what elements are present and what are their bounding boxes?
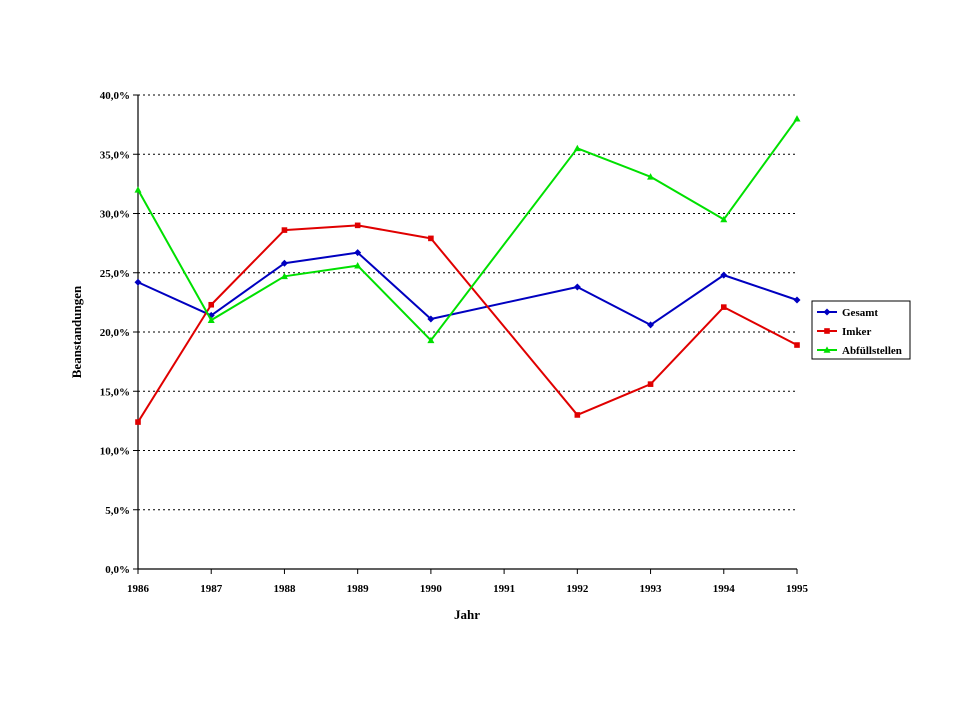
data-point-imker [135, 419, 141, 425]
data-point-abf-llstellen [793, 115, 801, 122]
data-point-imker [208, 301, 215, 308]
data-point-abf-llstellen [573, 144, 581, 152]
data-point-gesamt [280, 259, 288, 267]
y-axis-title: Beanstandungen [69, 285, 84, 378]
data-point-abf-llstellen [207, 316, 215, 323]
legend-marker-imker [824, 328, 830, 334]
x-axis-title: Jahr [454, 607, 480, 622]
series-line-imker [137, 224, 798, 423]
series-line-abf-llstellen [137, 118, 798, 342]
y-tick-label: 40,0% [100, 90, 130, 102]
data-point-gesamt [793, 296, 801, 304]
y-tick-label: 0,0% [105, 564, 130, 576]
y-tick-label: 5,0% [105, 505, 130, 517]
data-point-gesamt [427, 315, 435, 323]
data-point-imker [428, 235, 434, 242]
data-point-abf-llstellen [280, 272, 288, 280]
data-point-gesamt [573, 283, 581, 291]
data-point-gesamt [720, 271, 728, 279]
series-lines [134, 115, 801, 425]
legend: Gesamt Imker Abfüllstellen [811, 300, 911, 360]
data-point-imker [647, 381, 654, 387]
x-tick-label: 1995 [786, 583, 809, 595]
gridlines [138, 94, 797, 511]
data-point-abf-llstellen [354, 262, 362, 269]
data-point-imker [794, 342, 800, 348]
y-tick-label: 30,0% [100, 209, 130, 221]
axes [133, 94, 798, 574]
x-tick-label: 1993 [640, 583, 663, 595]
y-tick-label: 20,0% [100, 327, 130, 339]
data-point-abf-llstellen [647, 173, 655, 180]
x-tick-label: 1994 [713, 583, 736, 595]
x-tick-label: 1990 [420, 583, 443, 595]
legend-marker-abf-llstellen [823, 346, 831, 353]
x-tick-label: 1987 [200, 583, 223, 595]
legend-label-abf-llstellen: Abfüllstellen [842, 345, 902, 357]
series-line-gesamt [137, 251, 798, 326]
y-tick-label: 35,0% [100, 149, 130, 161]
y-tick-label: 25,0% [100, 268, 130, 280]
legend-marker-gesamt [823, 308, 831, 316]
x-tick-label: 1991 [493, 583, 515, 595]
legend-label-imker: Imker [842, 326, 871, 338]
data-point-imker [281, 227, 288, 233]
legend-label-gesamt: Gesamt [842, 307, 878, 319]
data-point-imker [574, 412, 581, 418]
x-tick-label: 1986 [127, 583, 150, 595]
x-tick-label: 1988 [273, 583, 296, 595]
data-point-gesamt [354, 249, 362, 257]
data-point-gesamt [134, 278, 142, 286]
data-point-imker [720, 304, 727, 310]
x-tick-label: 1989 [347, 583, 370, 595]
data-point-gesamt [647, 321, 655, 329]
tick-labels: 0,0% 5,0% 10,0% 15,0% 20,0% 25,0% 30,0% 35,0% 40… [100, 90, 809, 595]
data-point-imker [354, 222, 361, 229]
data-point-abf-llstellen [427, 336, 435, 344]
y-tick-label: 15,0% [100, 386, 130, 398]
data-point-abf-llstellen [134, 186, 142, 193]
y-tick-label: 10,0% [100, 446, 130, 458]
x-tick-label: 1992 [566, 583, 589, 595]
data-point-abf-llstellen [720, 215, 728, 223]
